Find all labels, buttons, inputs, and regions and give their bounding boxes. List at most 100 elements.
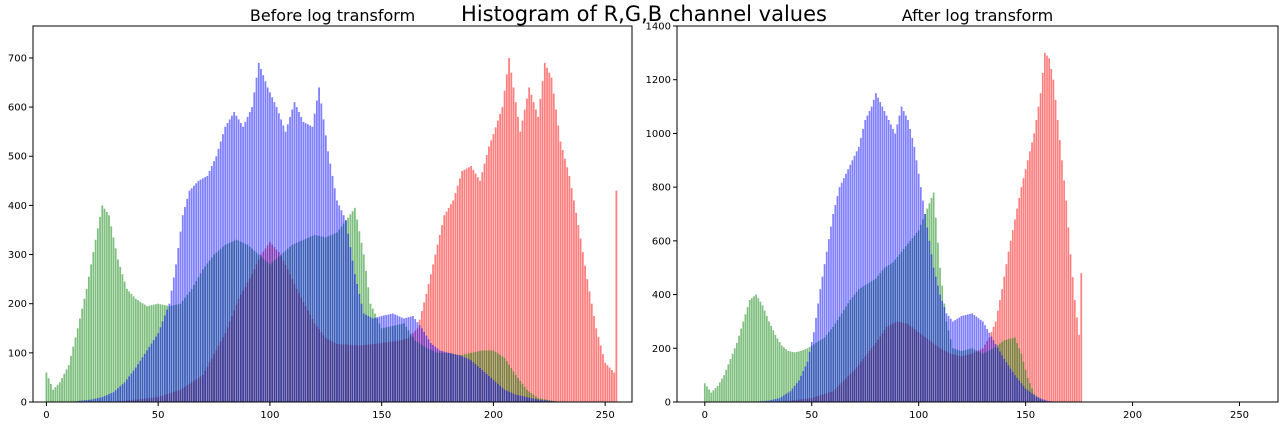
histogram-bar	[219, 141, 222, 402]
histogram-bar	[485, 155, 488, 402]
y-tick-label: 400	[8, 201, 27, 212]
histogram-bar	[505, 74, 508, 402]
histogram-bar	[177, 248, 180, 402]
histogram-bar	[438, 350, 441, 402]
histogram-bar	[286, 124, 289, 403]
histogram-bar	[434, 254, 437, 402]
histogram-bar	[338, 205, 341, 402]
histogram-bar	[490, 377, 493, 402]
histogram-bar	[501, 107, 504, 402]
histogram-bar	[360, 303, 363, 402]
histogram-bar	[864, 120, 867, 402]
histogram-bar	[201, 178, 204, 402]
x-tick-label: 150	[372, 410, 391, 421]
histogram-bar	[768, 321, 770, 402]
histogram-bar	[566, 167, 569, 402]
histogram-bar	[505, 361, 508, 402]
histogram-bar	[535, 109, 537, 402]
histogram-bar	[503, 90, 506, 403]
histogram-bar	[492, 379, 495, 402]
histogram-bar	[295, 107, 298, 402]
histogram-bar	[597, 336, 600, 402]
histogram-bar	[530, 94, 533, 402]
histogram-bar	[123, 382, 126, 402]
histogram-bar	[999, 351, 1001, 402]
histogram-bar	[1071, 277, 1074, 402]
histogram-bar	[454, 354, 457, 402]
histogram-bar	[447, 207, 450, 402]
histogram-bar	[783, 395, 785, 402]
green-channel-bars	[703, 192, 1046, 402]
histogram-bar	[427, 339, 430, 402]
histogram-bar	[817, 303, 820, 402]
histogram-bar	[541, 80, 544, 402]
histogram-bar	[383, 315, 385, 402]
histogram-bar	[958, 317, 961, 402]
histogram-bar	[795, 351, 798, 402]
histogram-bar	[163, 315, 166, 402]
histogram-bar	[260, 69, 262, 402]
histogram-bar	[519, 395, 522, 402]
histogram-bar	[497, 353, 499, 402]
histogram-bar	[79, 400, 81, 402]
histogram-bar	[532, 394, 535, 402]
histogram-bar	[710, 392, 713, 402]
histogram-bar	[503, 357, 506, 402]
histogram-bar	[1024, 388, 1027, 402]
x-tick-label: 150	[1016, 410, 1035, 421]
histogram-bar	[828, 239, 830, 402]
histogram-bar	[1046, 400, 1048, 402]
histogram-bar	[1037, 397, 1040, 402]
histogram-bar	[394, 314, 396, 402]
histogram-bar	[532, 102, 535, 403]
histogram-bar	[436, 348, 439, 402]
histogram-bar	[512, 87, 515, 402]
histogram-bar	[481, 172, 484, 402]
histogram-bar	[1063, 180, 1065, 402]
histogram-bar	[492, 134, 495, 402]
y-tick-label: 300	[8, 250, 27, 261]
histogram-bar	[432, 264, 434, 402]
histogram-bar	[85, 400, 88, 402]
y-tick-label: 0	[665, 398, 671, 409]
histogram-bar	[103, 208, 106, 402]
histogram-bar	[885, 115, 888, 403]
histogram-bar	[530, 398, 533, 402]
histogram-bar	[907, 120, 909, 402]
histogram-bar	[772, 399, 775, 402]
histogram-bar	[108, 394, 110, 402]
histogram-bar	[866, 115, 869, 403]
histogram-bar	[561, 150, 564, 402]
histogram-bar	[96, 228, 99, 402]
histogram-bar	[499, 113, 502, 403]
histogram-bar	[72, 346, 75, 402]
histogram-bar	[63, 373, 66, 402]
histogram-bar	[738, 335, 740, 402]
histogram-bar	[523, 396, 526, 402]
histogram-bar	[497, 383, 499, 402]
histogram-bar	[1016, 208, 1018, 402]
histogram-bar	[1056, 120, 1059, 402]
histogram-bar	[459, 355, 461, 402]
histogram-bar	[930, 254, 933, 402]
histogram-bar	[977, 318, 980, 402]
histogram-bar	[1041, 399, 1044, 402]
histogram-bar	[599, 345, 602, 402]
histogram-bar	[472, 362, 475, 402]
histogram-bar	[521, 383, 524, 402]
histogram-bar	[742, 321, 745, 402]
histogram-bar	[307, 124, 309, 403]
histogram-bar	[740, 328, 743, 402]
histogram-bar	[329, 163, 332, 402]
histogram-bar	[962, 315, 965, 402]
histogram-bar	[340, 210, 343, 402]
histogram-bar	[550, 77, 553, 403]
histogram-bar	[733, 348, 736, 402]
histogram-bar	[284, 131, 287, 403]
histogram-bar	[184, 207, 186, 402]
histogram-bar	[94, 239, 97, 402]
histogram-bar	[896, 124, 899, 402]
histogram-bar	[535, 399, 537, 402]
y-tick-label: 600	[8, 103, 27, 114]
histogram-bar	[857, 146, 860, 402]
